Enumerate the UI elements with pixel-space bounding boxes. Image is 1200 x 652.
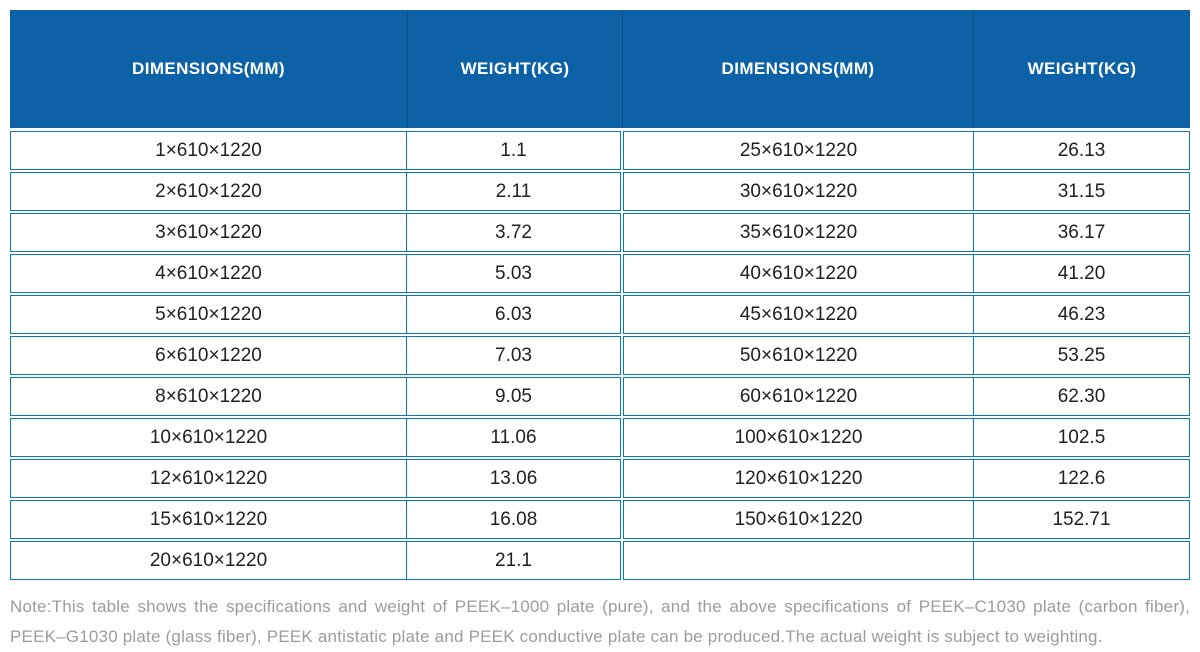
dimensions-cell — [624, 542, 974, 579]
weight-cell — [974, 542, 1189, 579]
table-body: 1×610×1220 1.1 2×610×1220 2.11 3×610×1220 3.7… — [10, 131, 1190, 580]
table-row: 12×610×1220 13.06 — [10, 459, 621, 498]
dimensions-cell: 2×610×1220 — [11, 173, 407, 210]
dimensions-cell: 4×610×1220 — [11, 255, 407, 292]
table-row: 2×610×1220 2.11 — [10, 172, 621, 211]
weight-cell: 3.72 — [495, 221, 532, 243]
weight-cell: 53.25 — [1057, 344, 1106, 366]
weight-cell: 7.03 — [495, 344, 532, 366]
header-dimensions-right: DIMENSIONS(MM) — [622, 10, 973, 128]
dimensions-cell: 45×610×1220 — [624, 296, 974, 333]
table-row: 15×610×1220 16.08 — [10, 500, 621, 539]
dimensions-cell: 120×610×1220 — [624, 460, 974, 497]
dimensions-cell: 15×610×1220 — [11, 501, 407, 538]
table-row: 120×610×1220 122.6 — [623, 459, 1190, 498]
weight-cell: 2.11 — [495, 180, 532, 202]
note: Note:This table shows the specifications… — [10, 592, 1190, 652]
weight-cell: 31.15 — [1057, 180, 1106, 202]
dimensions-cell: 3×610×1220 — [11, 214, 407, 251]
table-row: 5×610×1220 6.03 — [10, 295, 621, 334]
dimensions-cell: 12×610×1220 — [11, 460, 407, 497]
weight-cell: 16.08 — [489, 508, 538, 530]
weight-cell: 6.03 — [495, 303, 532, 325]
weight-cell: 11.06 — [490, 426, 537, 448]
weight-cell: 26.13 — [1057, 139, 1106, 161]
dimensions-cell: 8×610×1220 — [11, 378, 407, 415]
table-row: 50×610×1220 53.25 — [623, 336, 1190, 375]
weight-cell: 152.71 — [1052, 508, 1111, 530]
note-line-2: PEEK–G1030 plate (glass fiber), PEEK ant… — [10, 627, 1103, 646]
table-row: 6×610×1220 7.03 — [10, 336, 621, 375]
table-header: DIMENSIONS(MM) WEIGHT(KG) DIMENSIONS(MM)… — [10, 10, 1190, 128]
table-row: 60×610×1220 62.30 — [623, 377, 1190, 416]
note-line-1: Note:This table shows the specifications… — [10, 597, 1190, 616]
weight-cell: 5.03 — [495, 262, 532, 284]
dimensions-cell: 30×610×1220 — [624, 173, 974, 210]
dimensions-cell: 5×610×1220 — [11, 296, 407, 333]
table-row: 4×610×1220 5.03 — [10, 254, 621, 293]
table-row: 45×610×1220 46.23 — [623, 295, 1190, 334]
dimensions-cell: 25×610×1220 — [624, 132, 974, 169]
table-row: 10×610×1220 11.06 — [10, 418, 621, 457]
table-row: 25×610×1220 26.13 — [623, 131, 1190, 170]
dimensions-cell: 1×610×1220 — [11, 132, 407, 169]
left-table: 1×610×1220 1.1 2×610×1220 2.11 3×610×1220 3.7… — [10, 131, 621, 580]
dimensions-cell: 40×610×1220 — [624, 255, 974, 292]
weight-cell: 1.1 — [500, 139, 527, 161]
weight-cell: 122.6 — [1057, 467, 1106, 489]
dimensions-cell: 6×610×1220 — [11, 337, 407, 374]
dimensions-cell: 20×610×1220 — [11, 542, 407, 579]
header-weight-left: WEIGHT(KG) — [407, 10, 622, 128]
table-row: 35×610×1220 36.17 — [623, 213, 1190, 252]
table-row: 1×610×1220 1.1 — [10, 131, 621, 170]
header-weight-right: WEIGHT(KG) — [973, 10, 1190, 128]
weight-cell: 13.06 — [489, 467, 538, 489]
weight-cell: 46.23 — [1057, 303, 1106, 325]
dimensions-cell: 60×610×1220 — [624, 378, 974, 415]
table-row: 20×610×1220 21.1 — [10, 541, 621, 580]
table-row — [623, 541, 1190, 580]
right-table: 25×610×1220 26.13 30×610×1220 31.15 35×610×1… — [623, 131, 1190, 580]
table-row: 3×610×1220 3.72 — [10, 213, 621, 252]
weight-cell: 9.05 — [495, 385, 532, 407]
dimensions-cell: 35×610×1220 — [624, 214, 974, 251]
weight-cell: 41.20 — [1057, 262, 1106, 284]
table-row: 8×610×1220 9.05 — [10, 377, 621, 416]
dimensions-cell: 100×610×1220 — [624, 419, 974, 456]
dimensions-cell: 10×610×1220 — [11, 419, 407, 456]
weight-cell: 62.30 — [1057, 385, 1106, 407]
weight-cell: 102.5 — [1057, 426, 1106, 448]
table-row: 40×610×1220 41.20 — [623, 254, 1190, 293]
table-row: 150×610×1220 152.71 — [623, 500, 1190, 539]
dimensions-cell: 50×610×1220 — [624, 337, 974, 374]
weight-cell: 36.17 — [1057, 221, 1106, 243]
header-dimensions-left: DIMENSIONS(MM) — [132, 59, 285, 78]
table-row: 30×610×1220 31.15 — [623, 172, 1190, 211]
table-row: 100×610×1220 102.5 — [623, 418, 1190, 457]
weight-cell: 21.1 — [495, 549, 532, 571]
dimensions-cell: 150×610×1220 — [624, 501, 974, 538]
